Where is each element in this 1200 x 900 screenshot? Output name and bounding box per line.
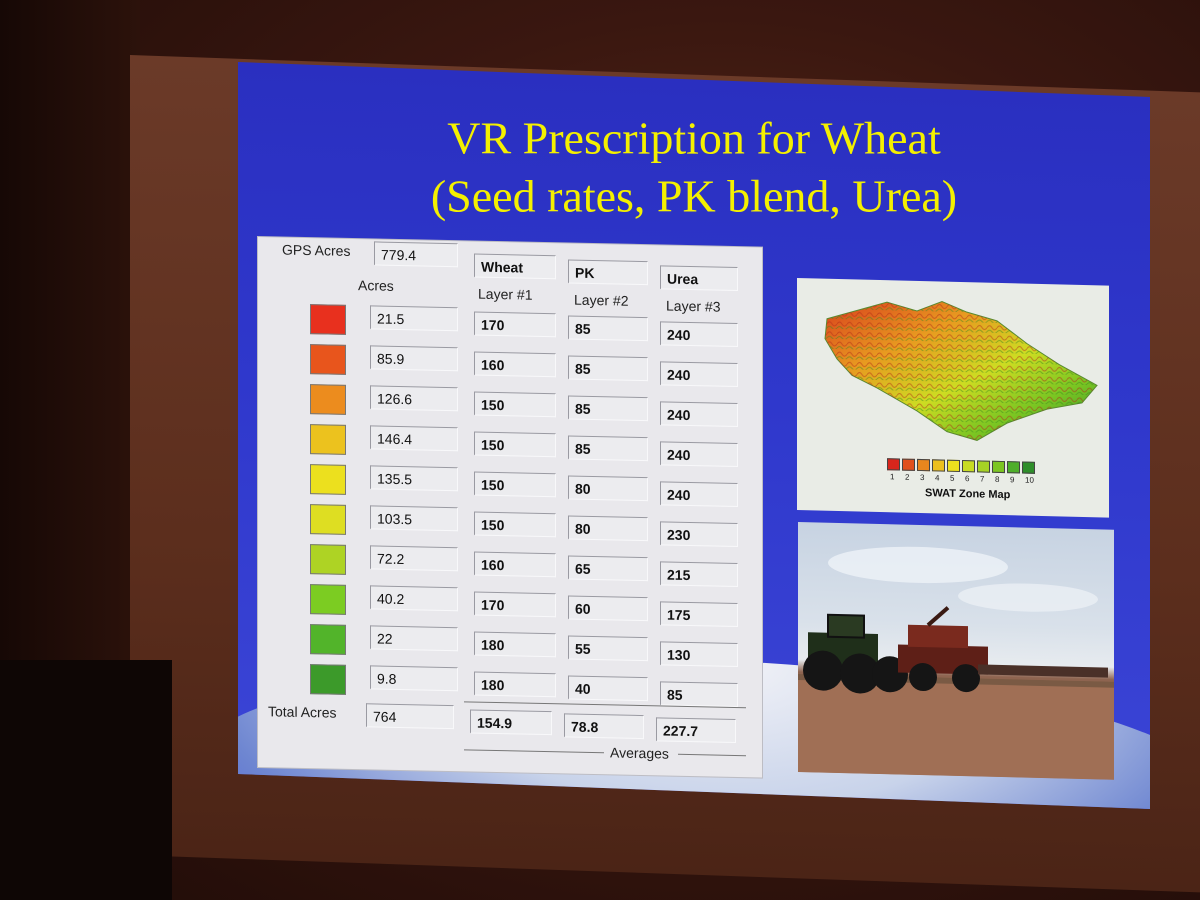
legend-number: 1 [890, 472, 895, 482]
zone-color-swatch [310, 504, 346, 535]
zone-color-swatch [310, 664, 346, 695]
zone-wheat-field[interactable]: 160 [474, 351, 556, 378]
zone-acres-field[interactable]: 72.2 [370, 545, 458, 572]
zone-wheat-field[interactable]: 180 [474, 631, 556, 658]
slide-title: VR Prescription for Wheat (Seed rates, P… [238, 110, 1150, 226]
legend-number: 3 [920, 473, 925, 483]
zone-color-swatch [310, 584, 346, 615]
legend-swatch [977, 460, 990, 473]
legend-swatch [902, 458, 915, 471]
legend-swatch [887, 458, 900, 471]
swat-zone-map-panel: 1 2 3 4 5 6 7 8 9 10 SWAT Zone Map [797, 278, 1109, 518]
averages-label: Averages [610, 744, 669, 762]
zone-acres-field[interactable]: 22 [370, 625, 458, 652]
zone-acres-field[interactable]: 126.6 [370, 385, 458, 412]
zone-urea-field[interactable]: 240 [660, 401, 738, 428]
average-urea-field[interactable]: 227.7 [656, 717, 736, 744]
layer-3-label: Layer #3 [666, 297, 721, 315]
zone-map-caption: SWAT Zone Map [925, 487, 1011, 502]
zone-urea-field[interactable]: 215 [660, 561, 738, 588]
legend-number: 10 [1025, 475, 1034, 485]
zone-acres-field[interactable]: 135.5 [370, 465, 458, 492]
room-foreground-object [0, 660, 172, 900]
zone-acres-field[interactable]: 21.5 [370, 305, 458, 332]
legend-number: 6 [965, 474, 970, 484]
legend-swatch [1022, 461, 1035, 474]
column-header-pk: PK [568, 259, 648, 286]
column-header-urea: Urea [660, 265, 738, 292]
zone-wheat-field[interactable]: 170 [474, 311, 556, 338]
zone-wheat-field[interactable]: 150 [474, 431, 556, 458]
zone-pk-field[interactable]: 85 [568, 395, 648, 422]
total-acres-field[interactable]: 764 [366, 703, 454, 730]
legend-swatch [917, 458, 930, 472]
zone-pk-field[interactable]: 40 [568, 675, 648, 702]
zone-acres-field[interactable]: 85.9 [370, 345, 458, 372]
zone-color-swatch [310, 304, 346, 335]
zone-pk-field[interactable]: 65 [568, 555, 648, 582]
zone-urea-field[interactable]: 240 [660, 441, 738, 468]
prescription-panel: GPS Acres 779.4 Wheat PK Urea Acres Laye… [258, 237, 762, 778]
zone-wheat-field[interactable]: 150 [474, 391, 556, 418]
layer-1-label: Layer #1 [478, 285, 533, 303]
zone-urea-field[interactable]: 240 [660, 321, 738, 348]
zone-acres-field[interactable]: 103.5 [370, 505, 458, 532]
slide-title-line-1: VR Prescription for Wheat [447, 112, 941, 164]
zone-wheat-field[interactable]: 150 [474, 471, 556, 498]
zone-urea-field[interactable]: 175 [660, 601, 738, 628]
zone-pk-field[interactable]: 80 [568, 515, 648, 542]
zone-acres-field[interactable]: 40.2 [370, 585, 458, 612]
zone-pk-field[interactable]: 80 [568, 475, 648, 502]
zone-wheat-field[interactable]: 160 [474, 551, 556, 578]
legend-swatch [992, 460, 1005, 474]
zone-wheat-field[interactable]: 170 [474, 591, 556, 618]
legend-number: 9 [1010, 475, 1015, 485]
tractor-seeder-illustration [798, 546, 1114, 780]
average-pk-field[interactable]: 78.8 [564, 713, 644, 740]
zone-color-swatch [310, 384, 346, 415]
zone-color-swatch [310, 344, 346, 375]
zone-pk-field[interactable]: 55 [568, 635, 648, 662]
averages-bottom-rule-left [464, 749, 604, 754]
zone-urea-field[interactable]: 230 [660, 521, 738, 548]
zone-pk-field[interactable]: 85 [568, 315, 648, 342]
column-header-wheat: Wheat [474, 253, 556, 280]
gps-acres-field[interactable]: 779.4 [374, 241, 458, 268]
averages-bottom-rule-right [678, 753, 746, 757]
zone-acres-field[interactable]: 146.4 [370, 425, 458, 452]
zone-urea-field[interactable]: 240 [660, 481, 738, 508]
field-photo [798, 522, 1114, 780]
zone-urea-field[interactable]: 240 [660, 361, 738, 388]
zone-color-swatch [310, 464, 346, 495]
gps-acres-label: GPS Acres [282, 241, 351, 259]
legend-swatch [947, 459, 960, 472]
zone-urea-field[interactable]: 85 [660, 681, 738, 708]
zone-pk-field[interactable]: 85 [568, 355, 648, 382]
zone-urea-field[interactable]: 130 [660, 641, 738, 668]
legend-number: 2 [905, 472, 910, 482]
legend-number: 8 [995, 474, 1000, 484]
average-wheat-field[interactable]: 154.9 [470, 709, 552, 736]
legend-swatch [1007, 461, 1020, 474]
zone-color-swatch [310, 624, 346, 655]
zone-pk-field[interactable]: 85 [568, 435, 648, 462]
zone-color-swatch [310, 544, 346, 575]
legend-number: 4 [935, 473, 940, 483]
total-acres-label: Total Acres [268, 703, 337, 721]
zone-acres-field[interactable]: 9.8 [370, 665, 458, 692]
legend-number: 7 [980, 474, 985, 484]
zone-map-terrain [824, 301, 1098, 441]
legend-swatch [932, 459, 945, 472]
zone-color-swatch [310, 424, 346, 455]
zone-wheat-field[interactable]: 150 [474, 511, 556, 538]
slide-title-line-2: (Seed rates, PK blend, Urea) [430, 170, 958, 222]
zone-wheat-field[interactable]: 180 [474, 671, 556, 698]
zone-pk-field[interactable]: 60 [568, 595, 648, 622]
acres-header: Acres [358, 277, 394, 294]
legend-number: 5 [950, 473, 955, 483]
legend-swatch [962, 460, 975, 473]
layer-2-label: Layer #2 [574, 291, 629, 309]
